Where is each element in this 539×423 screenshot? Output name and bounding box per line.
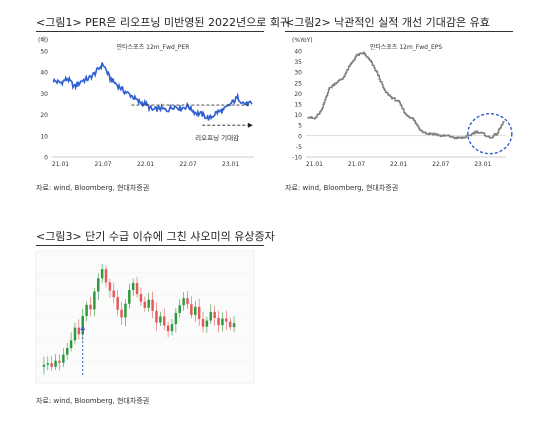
- y-tick-label: 10: [40, 133, 48, 140]
- candle-body: [151, 299, 154, 311]
- candle-body: [108, 282, 112, 291]
- candle-body: [54, 360, 57, 367]
- y-tick-label: -5: [296, 144, 302, 151]
- y-tick-label: 40: [40, 70, 48, 77]
- candle-body: [77, 327, 81, 335]
- candle-body: [155, 310, 158, 323]
- candle-body: [232, 323, 236, 328]
- candle-body: [89, 304, 92, 310]
- candle-body: [65, 348, 69, 355]
- y-tick-label: 15: [294, 102, 302, 109]
- candle-body: [116, 297, 119, 310]
- legend-label: 안타스포츠 12m_Fwd_PER: [117, 43, 190, 51]
- y-tick-label: 20: [294, 91, 302, 98]
- candle-body: [166, 325, 170, 332]
- x-tick-label: 21.07: [348, 161, 365, 168]
- x-tick-label: 21.07: [94, 161, 111, 168]
- x-tick-label: 23.01: [222, 161, 239, 168]
- candle-body: [217, 318, 220, 326]
- candle-body: [69, 340, 73, 349]
- figure-2-rule: [285, 31, 513, 32]
- candle-body: [213, 311, 216, 318]
- y-tick-label: 10: [294, 112, 302, 119]
- figure-2-title: <그림2> 낙관적인 실적 개선 기대감은 유효: [285, 16, 490, 29]
- figure-1-rule: [36, 31, 264, 32]
- candle-body: [73, 327, 77, 341]
- y-tick-label: 30: [40, 91, 48, 98]
- y-tick-label: 50: [40, 49, 48, 56]
- candle-body: [93, 291, 96, 310]
- x-tick-label: 22.01: [137, 161, 154, 168]
- candle-body: [194, 306, 197, 315]
- candle-body: [225, 318, 228, 322]
- candle-body: [120, 309, 123, 318]
- candle-body: [124, 303, 127, 318]
- candle-body: [174, 312, 178, 325]
- candle-body: [197, 306, 201, 320]
- xiaomi-price-chart: [35, 250, 255, 384]
- candle-body: [135, 282, 139, 295]
- candle-body: [205, 320, 209, 327]
- y-tick-label: 25: [294, 80, 302, 87]
- figure-2-source: 자료: wind, Bloomberg, 현대차증권: [285, 184, 399, 192]
- series-line: [52, 62, 253, 121]
- candle-body: [201, 319, 205, 327]
- candle-body: [228, 321, 232, 328]
- candle-body: [170, 324, 174, 332]
- candle-body: [190, 304, 193, 315]
- candle-body: [58, 360, 61, 363]
- figure-1-title: <그림1> PER은 리오프닝 미반영된 2022년으로 회귀: [36, 16, 291, 29]
- y-tick-label: 35: [294, 59, 302, 66]
- eps-chart: -10 -5 0 5 10 15 20 25 30 35 40 21.01 21.07 22.01 22.0…: [292, 37, 513, 168]
- y-tick-label: 0: [44, 155, 48, 162]
- y-tick-label: 5: [298, 123, 302, 130]
- figure-3-rule: [36, 245, 264, 246]
- candle-body: [186, 298, 189, 305]
- x-tick-label: 22.07: [432, 161, 449, 168]
- candle-body: [112, 290, 116, 298]
- figure-3-source: 자료: wind, Bloomberg, 현대차증권: [36, 397, 150, 405]
- y-tick-label: 20: [40, 112, 48, 119]
- figure-1-source: 자료: wind, Bloomberg, 현대차증권: [36, 184, 150, 192]
- y-axis-label: (배): [38, 36, 48, 44]
- candle-body: [221, 318, 224, 326]
- candle-body: [100, 269, 104, 279]
- candle-body: [97, 278, 100, 292]
- legend-label: 안타스포츠 12m_Fwd_EPS: [370, 43, 443, 51]
- candle-body: [104, 269, 108, 283]
- x-tick-label: 21.01: [306, 161, 323, 168]
- candle-body: [209, 311, 213, 321]
- candle-body: [46, 363, 50, 365]
- annotation-label: 리오프닝 기대감: [195, 133, 239, 142]
- candle-body: [42, 364, 46, 367]
- x-tick-label: 21.01: [52, 161, 69, 168]
- y-tick-label: 40: [294, 49, 302, 56]
- candle-body: [159, 316, 162, 323]
- annotation-arrowhead: [247, 122, 253, 128]
- candle-body: [62, 354, 65, 363]
- candle-body: [147, 299, 150, 308]
- candle-body: [182, 298, 185, 306]
- y-tick-label: 30: [294, 70, 302, 77]
- candle-body: [143, 301, 147, 308]
- highlight-circle: [467, 112, 513, 155]
- series-line: [307, 51, 505, 140]
- x-tick-label: 22.07: [179, 161, 196, 168]
- candle-body: [85, 304, 88, 316]
- event-marker-arrowhead: [80, 325, 86, 330]
- per-chart: 0 10 20 30 40 50 21.01 21.07 22.01 22.07 23.01 (배) 안…: [38, 36, 254, 168]
- candle-body: [128, 290, 131, 304]
- candle-body: [50, 363, 53, 367]
- candle-body: [131, 282, 135, 291]
- figure-3-title: <그림3> 단기 수급 이슈에 그친 샤오미의 유상증자: [36, 230, 275, 243]
- y-tick-label: -10: [292, 155, 302, 162]
- candle-body: [162, 316, 166, 326]
- y-tick-label: 0: [298, 133, 302, 140]
- x-tick-label: 22.01: [390, 161, 407, 168]
- candle-body: [139, 294, 143, 302]
- candle-body: [178, 305, 181, 313]
- candle-body: [81, 315, 84, 335]
- y-axis-label: (%YoY): [292, 37, 313, 44]
- x-tick-label: 23.01: [474, 161, 491, 168]
